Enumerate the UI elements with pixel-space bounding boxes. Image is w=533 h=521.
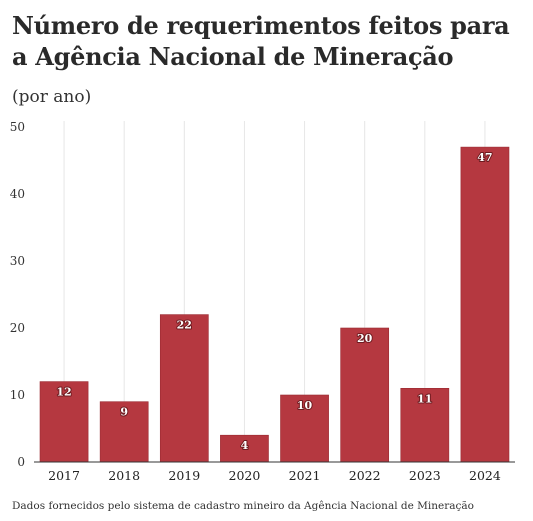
chart-title: Número de requerimentos feitos para a Ag… [12, 11, 510, 71]
x-tick-label: 2021 [289, 468, 321, 483]
bars [39, 146, 510, 463]
bar-value-label: 20 [357, 332, 373, 345]
bar-value-labels: 12 9 22 4 10 20 11 47 [55, 150, 493, 453]
y-tick-label: 0 [17, 455, 25, 469]
bar-value-label: 4 [241, 439, 249, 452]
y-tick-label: 10 [10, 388, 25, 402]
x-tick-label: 2024 [469, 468, 501, 483]
source-note: Dados fornecidos pelo sistema de cadastr… [12, 500, 475, 512]
bar [460, 146, 510, 463]
chart-subtitle: (por ano) [12, 87, 92, 107]
bar [159, 314, 209, 463]
bar-value-label: 11 [417, 392, 432, 405]
y-axis-ticks: 0 10 20 30 40 50 [10, 120, 25, 469]
bar [220, 434, 269, 463]
bar-value-label: 10 [297, 399, 313, 412]
bar [400, 387, 450, 463]
bar-value-label: 12 [56, 386, 71, 399]
y-tick-label: 40 [10, 187, 25, 201]
bar [39, 381, 89, 463]
bar-value-label: 9 [120, 406, 128, 419]
y-tick-label: 50 [10, 120, 25, 134]
x-tick-label: 2018 [108, 468, 140, 483]
grid-lines [63, 121, 486, 462]
y-tick-label: 20 [10, 321, 25, 335]
x-axis-ticks: 2017 2018 2019 2020 2021 2022 2023 2024 [48, 468, 501, 483]
x-tick-label: 2023 [409, 468, 441, 483]
x-tick-label: 2020 [229, 468, 261, 483]
bar-value-label: 47 [477, 151, 492, 164]
x-tick-label: 2022 [349, 468, 381, 483]
bar [340, 327, 390, 463]
bar [280, 394, 329, 463]
y-tick-label: 30 [10, 254, 25, 268]
bar [99, 401, 149, 463]
x-tick-label: 2019 [168, 468, 200, 483]
bar-value-label: 22 [177, 319, 192, 332]
x-tick-label: 2017 [48, 468, 80, 483]
